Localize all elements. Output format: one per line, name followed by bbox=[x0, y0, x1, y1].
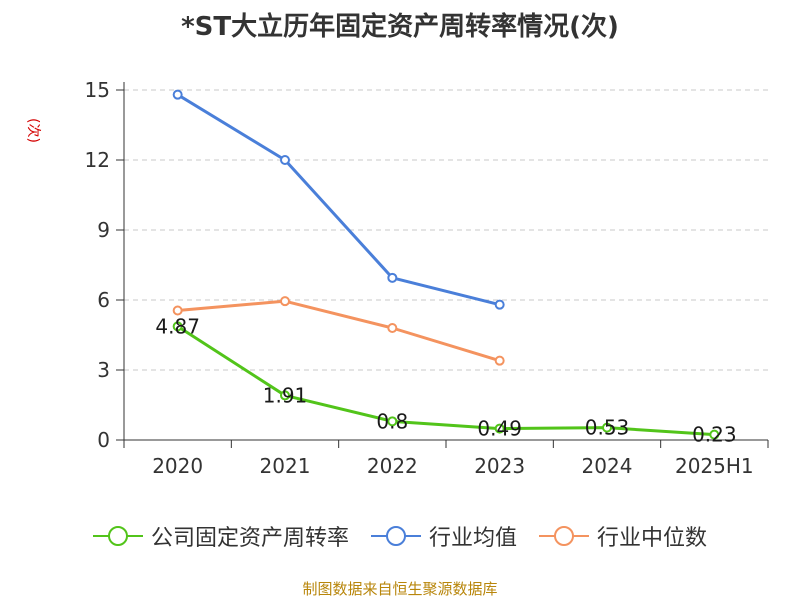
data-point bbox=[172, 89, 183, 100]
chart-title: *ST大立历年固定资产周转率情况(次) bbox=[181, 12, 619, 42]
x-tick-label: 2025H1 bbox=[675, 454, 754, 478]
x-tick-label: 2023 bbox=[474, 454, 525, 478]
data-point bbox=[280, 155, 290, 165]
y-tick-label: 0 bbox=[97, 428, 110, 452]
legend-marker-icon bbox=[539, 526, 589, 546]
data-point bbox=[387, 323, 398, 333]
series-line bbox=[176, 325, 715, 437]
legend-item-company[interactable]: 公司固定资产周转率 bbox=[92, 520, 349, 552]
data-label: 4.87 bbox=[155, 314, 200, 338]
x-tick-label: 2022 bbox=[367, 454, 418, 478]
legend-label-industry-mean: 行业均值 bbox=[428, 526, 517, 551]
legend-item-industry-mean[interactable]: 行业均值 bbox=[370, 520, 517, 552]
data-point bbox=[280, 296, 290, 307]
data-label: 0.49 bbox=[477, 417, 522, 441]
y-tick-label: 12 bbox=[85, 148, 110, 172]
data-point bbox=[494, 423, 505, 434]
x-tick-label: 2024 bbox=[582, 454, 633, 478]
data-point bbox=[387, 416, 398, 427]
data-point bbox=[172, 305, 183, 316]
data-label: 0.8 bbox=[376, 409, 408, 433]
data-label: 0.23 bbox=[692, 423, 737, 447]
data-point bbox=[602, 422, 612, 433]
y-tick-label: 15 bbox=[85, 78, 110, 102]
data-point bbox=[172, 321, 183, 332]
y-tick-label: 9 bbox=[97, 218, 110, 242]
legend-label-company: 公司固定资产周转率 bbox=[150, 526, 349, 551]
chart-legend: 公司固定资产周转率 行业均值 行业中位数 bbox=[0, 520, 800, 552]
y-tick-label: 6 bbox=[97, 288, 110, 312]
y-tick-label: 3 bbox=[97, 358, 110, 382]
data-source-note: 制图数据来自恒生聚源数据库 bbox=[302, 580, 498, 598]
data-point bbox=[494, 355, 505, 366]
legend-marker-icon bbox=[370, 526, 421, 546]
legend-marker-icon bbox=[92, 526, 143, 546]
legend-item-industry-median[interactable]: 行业中位数 bbox=[539, 520, 707, 552]
x-tick-label: 2021 bbox=[260, 454, 311, 478]
data-point bbox=[280, 390, 290, 401]
data-label: 0.53 bbox=[585, 416, 630, 440]
data-point bbox=[387, 272, 398, 283]
data-point bbox=[494, 299, 505, 310]
series-line bbox=[177, 299, 501, 363]
data-label: 1.91 bbox=[263, 383, 308, 407]
legend-label-industry-median: 行业中位数 bbox=[597, 526, 708, 551]
data-point bbox=[709, 429, 720, 440]
series-line bbox=[176, 93, 501, 307]
x-tick-label: 2020 bbox=[152, 454, 203, 478]
